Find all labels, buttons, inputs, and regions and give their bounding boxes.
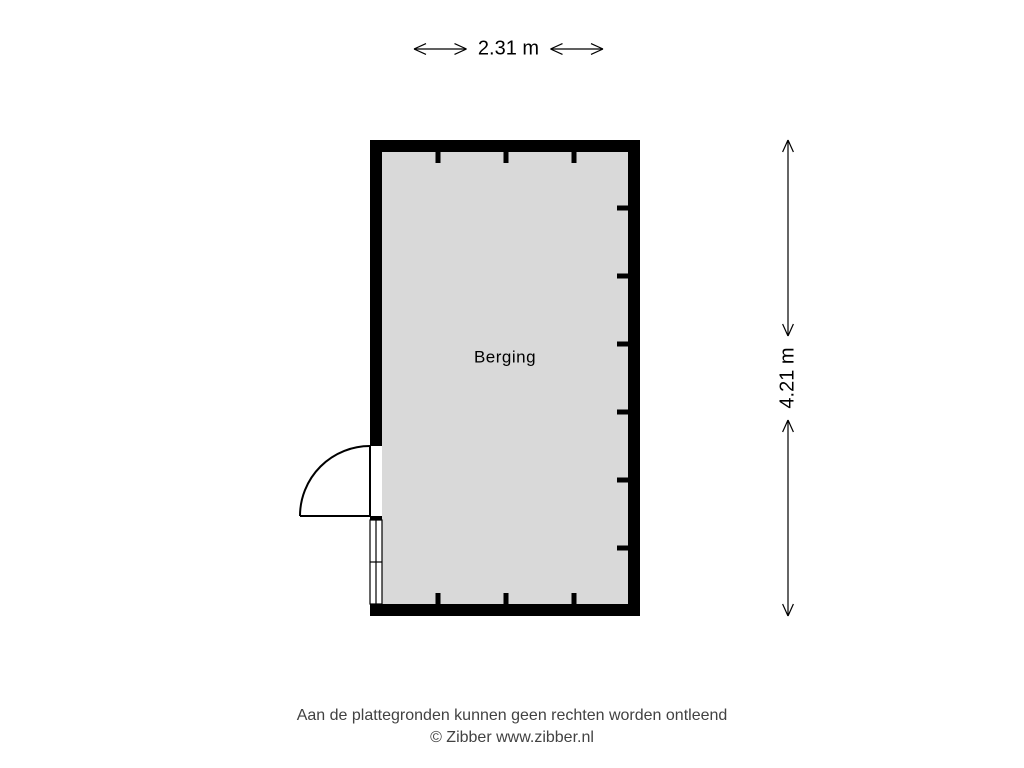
room-label: Berging [474, 347, 536, 366]
wall-left-lower [370, 604, 382, 616]
beam-tick [572, 152, 577, 163]
wall-right [628, 140, 640, 616]
dimension-height-label: 4.21 m [776, 347, 798, 408]
beam-tick [617, 410, 628, 415]
beam-tick [572, 593, 577, 604]
beam-tick [617, 546, 628, 551]
beam-tick [504, 152, 509, 163]
wall-top [370, 140, 640, 152]
beam-tick [617, 274, 628, 279]
beam-tick [617, 206, 628, 211]
beam-tick [617, 478, 628, 483]
wall-left-upper [370, 140, 382, 446]
wall-bottom [370, 604, 640, 616]
window [370, 520, 382, 604]
footer-line-1: Aan de plattegronden kunnen geen rechten… [297, 707, 728, 724]
beam-tick [436, 152, 441, 163]
dimension-width-label: 2.31 m [478, 37, 539, 59]
beam-tick [504, 593, 509, 604]
beam-tick [436, 593, 441, 604]
footer-line-2: © Zibber www.zibber.nl [430, 729, 594, 746]
room-floor [382, 152, 628, 604]
beam-tick [617, 342, 628, 347]
